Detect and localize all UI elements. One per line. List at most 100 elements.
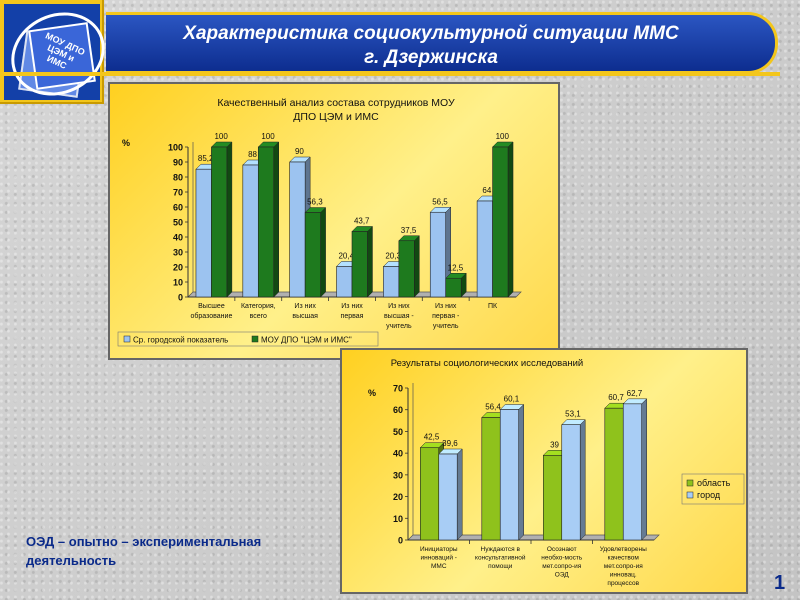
x-category-label: Категория, (241, 303, 276, 310)
sociological-research-chart: Результаты социологических исследований%… (340, 348, 748, 594)
y-tick-label: 90 (173, 158, 183, 168)
x-category-label: первая - (432, 313, 460, 320)
bar (336, 266, 353, 298)
data-label: 85,2 (198, 154, 214, 163)
y-tick-label: 50 (173, 218, 183, 228)
x-category-label: образование (191, 312, 233, 320)
bar (420, 447, 440, 541)
y-tick-label: 10 (393, 514, 403, 524)
data-label: 56,3 (307, 198, 323, 207)
data-label: 43,7 (354, 216, 370, 225)
y-tick-label: 60 (173, 203, 183, 213)
bar-side (320, 206, 326, 298)
bar-side (579, 419, 586, 541)
legend-box (117, 331, 379, 347)
x-category-label: консультативной (475, 554, 526, 562)
x-category-label: высшая - (384, 313, 414, 320)
data-label: 37,5 (401, 226, 417, 235)
data-label: 62,7 (627, 389, 643, 398)
bar (289, 161, 306, 298)
data-label: 20,3 (385, 252, 401, 261)
x-category-label: ОЭД (555, 572, 570, 579)
y-axis-label: % (122, 138, 130, 148)
x-category-label: учитель (386, 323, 412, 330)
bar (211, 146, 228, 298)
data-label: 12,5 (448, 263, 464, 272)
x-category-label: инновац. (610, 572, 637, 579)
chart-title: ДПО ЦЭМ и ИМС (293, 111, 379, 123)
legend-label: город (697, 490, 721, 500)
y-tick-label: 20 (173, 263, 183, 273)
x-category-label: Нуждаются в (481, 546, 521, 553)
bar (351, 231, 368, 298)
y-tick-label: 40 (173, 233, 183, 243)
x-category-label: высшая (292, 313, 318, 320)
data-label: 56,5 (432, 197, 448, 206)
data-label: 100 (214, 132, 228, 141)
legend-swatch (251, 335, 259, 343)
logo: МОУ ДПО ЦЭМ и ИМС (0, 0, 119, 111)
data-label: 100 (261, 132, 275, 141)
y-tick-label: 0 (178, 293, 183, 303)
bar (492, 146, 509, 298)
data-label: 56,4 (485, 403, 501, 412)
bar-side (507, 141, 514, 298)
bar-side (273, 141, 279, 298)
legend-label: Ср. городской показатель (133, 336, 228, 345)
legend-swatch (686, 491, 694, 499)
x-category-label: Инициаторы (420, 546, 458, 553)
x-category-label: процессов (607, 580, 639, 587)
data-label: 42,5 (424, 433, 440, 442)
data-label: 60,7 (608, 393, 624, 402)
data-label: 39,6 (442, 439, 458, 448)
y-tick-label: 70 (173, 188, 183, 198)
staff-composition-svg: Качественный анализ состава сотрудников … (117, 97, 522, 347)
abbreviation-note: ОЭД – опытно – экспериментальная деятель… (26, 532, 326, 570)
y-tick-label: 0 (398, 536, 403, 546)
y-tick-label: 80 (173, 173, 183, 183)
note-line2: деятельность (26, 553, 117, 568)
bar (242, 164, 259, 298)
page-number: 1 (774, 572, 786, 594)
bar (543, 455, 563, 541)
y-tick-label: 50 (393, 427, 403, 437)
data-label: 60,1 (504, 394, 520, 403)
x-category-label: Высшее (198, 303, 225, 310)
x-category-label: первая (341, 313, 364, 320)
data-label: 53,1 (565, 410, 581, 419)
bar (604, 407, 624, 541)
x-category-label: инноваций - (421, 554, 457, 562)
x-category-label: Из них (435, 303, 457, 310)
data-label: 39 (550, 440, 559, 449)
bar (499, 409, 520, 541)
x-category-label: качеством (608, 555, 640, 562)
y-axis-label: % (368, 388, 376, 398)
note-line1: ОЭД – опытно – экспериментальная (26, 534, 262, 549)
y-tick-label: 100 (168, 143, 183, 153)
x-category-label: Из них (341, 303, 363, 310)
bar (304, 212, 321, 298)
bar-side (414, 235, 420, 298)
bar-side (518, 403, 524, 541)
bar (445, 277, 462, 298)
bar (429, 211, 447, 298)
data-label: 64 (482, 186, 491, 195)
y-tick-label: 70 (393, 384, 403, 394)
bar (481, 417, 501, 541)
x-category-label: ПК (488, 303, 498, 310)
legend-box (681, 473, 745, 505)
slide-title: Характеристика социокультурной ситуации … (106, 22, 756, 70)
y-tick-label: 30 (173, 248, 183, 258)
title-underline (0, 72, 780, 76)
chart-title: Результаты социологических исследований (391, 358, 584, 369)
x-category-label: Из них (294, 303, 316, 310)
bar-side (456, 448, 463, 541)
bar (398, 240, 415, 298)
slide-title-line1: Характеристика социокультурной ситуации … (183, 23, 679, 44)
bar (257, 146, 275, 298)
x-category-label: Из них (388, 303, 410, 310)
data-label: 100 (496, 132, 510, 141)
y-tick-label: 10 (173, 278, 183, 288)
bar (476, 200, 493, 298)
data-label: 90 (295, 147, 304, 156)
